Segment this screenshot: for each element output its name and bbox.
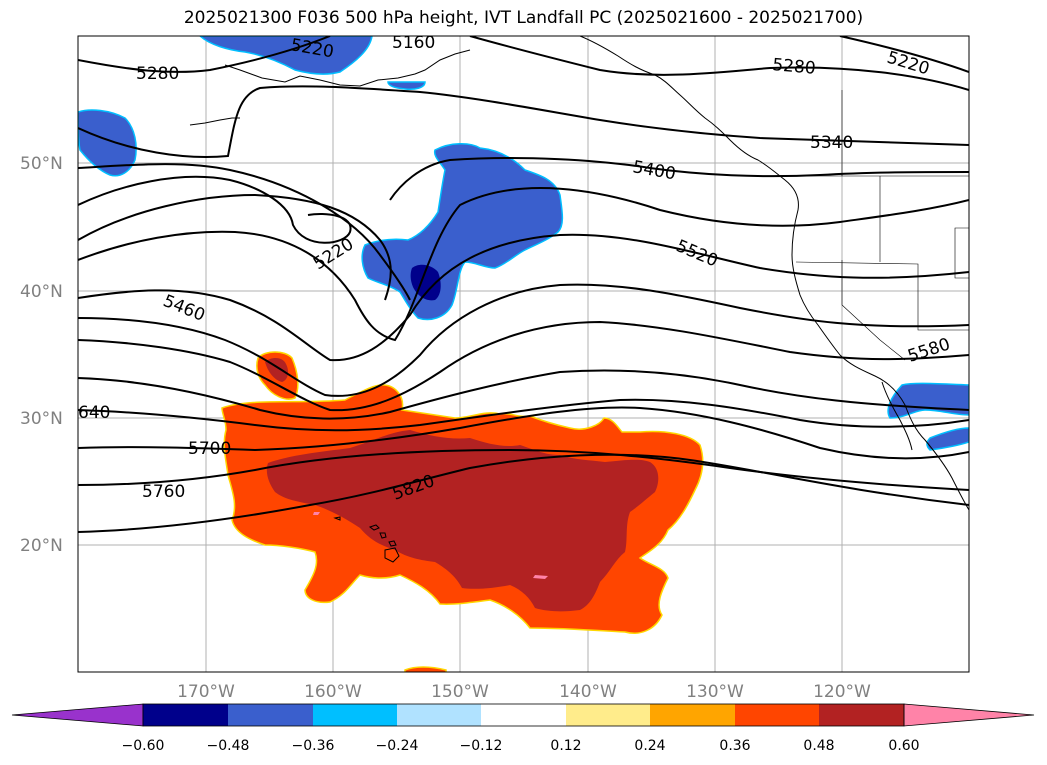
colorbar-swatch [397,704,481,726]
contour-label: 640 [78,403,110,423]
lon-label: 130°W [686,682,744,702]
lat-label: 50°N [20,154,63,174]
colorbar-tick: 0.36 [719,738,750,754]
map-frame [77,35,970,673]
hawaii-islands [333,516,400,563]
contour-label: 5760 [142,482,185,502]
colorbar-swatch [313,704,397,726]
lon-label: 160°W [304,682,362,702]
lat-label: 30°N [20,409,63,429]
colorbar-tick: 0.12 [550,738,581,754]
colorbar-tick: −0.48 [207,738,250,754]
map-title: 2025021300 F036 500 hPa height, IVT Land… [183,8,864,28]
colorbar-swatch [143,704,228,726]
map-panel: 5220 5160 5280 5280 5220 5340 5400 5220 … [78,33,969,672]
colorbar-tick: −0.60 [122,738,165,754]
positive-ivt-region [221,351,704,672]
lat-label: 40°N [20,282,63,302]
lon-label: 120°W [813,682,871,702]
colorbar-tick: 0.48 [803,738,834,754]
colorbar-swatch [228,704,313,726]
contour-label: 5280 [772,55,817,79]
lat-label: 20°N [20,536,63,556]
colorbar: −0.60 −0.48 −0.36 −0.24 −0.12 0.12 0.24 … [11,703,1035,754]
colorbar-tick: −0.12 [460,738,503,754]
colorbar-swatch [735,704,819,726]
height-contours [78,36,969,533]
latitude-labels: 50°N 40°N 30°N 20°N [20,154,63,556]
colorbar-extend-low [11,703,144,727]
contour-label: 5280 [136,64,179,84]
contour-label: 5160 [392,33,435,53]
lon-label: 170°W [177,682,235,702]
colorbar-swatch [566,704,650,726]
longitude-labels: 170°W 160°W 150°W 140°W 130°W 120°W [177,682,871,702]
colorbar-tick: 0.60 [888,738,919,754]
lon-label: 150°W [431,682,489,702]
coastlines [189,36,969,511]
colorbar-extend-high [903,703,1035,727]
contour-label: 5340 [810,133,853,153]
colorbar-swatch [650,704,735,726]
contour-label: 5700 [188,439,231,459]
colorbar-swatch [819,704,904,726]
colorbar-tick: 0.24 [634,738,665,754]
colorbar-swatch [481,704,566,726]
lon-label: 140°W [559,682,617,702]
political-borders [795,90,969,361]
colorbar-tick: −0.36 [292,738,335,754]
colorbar-tick: −0.24 [376,738,419,754]
